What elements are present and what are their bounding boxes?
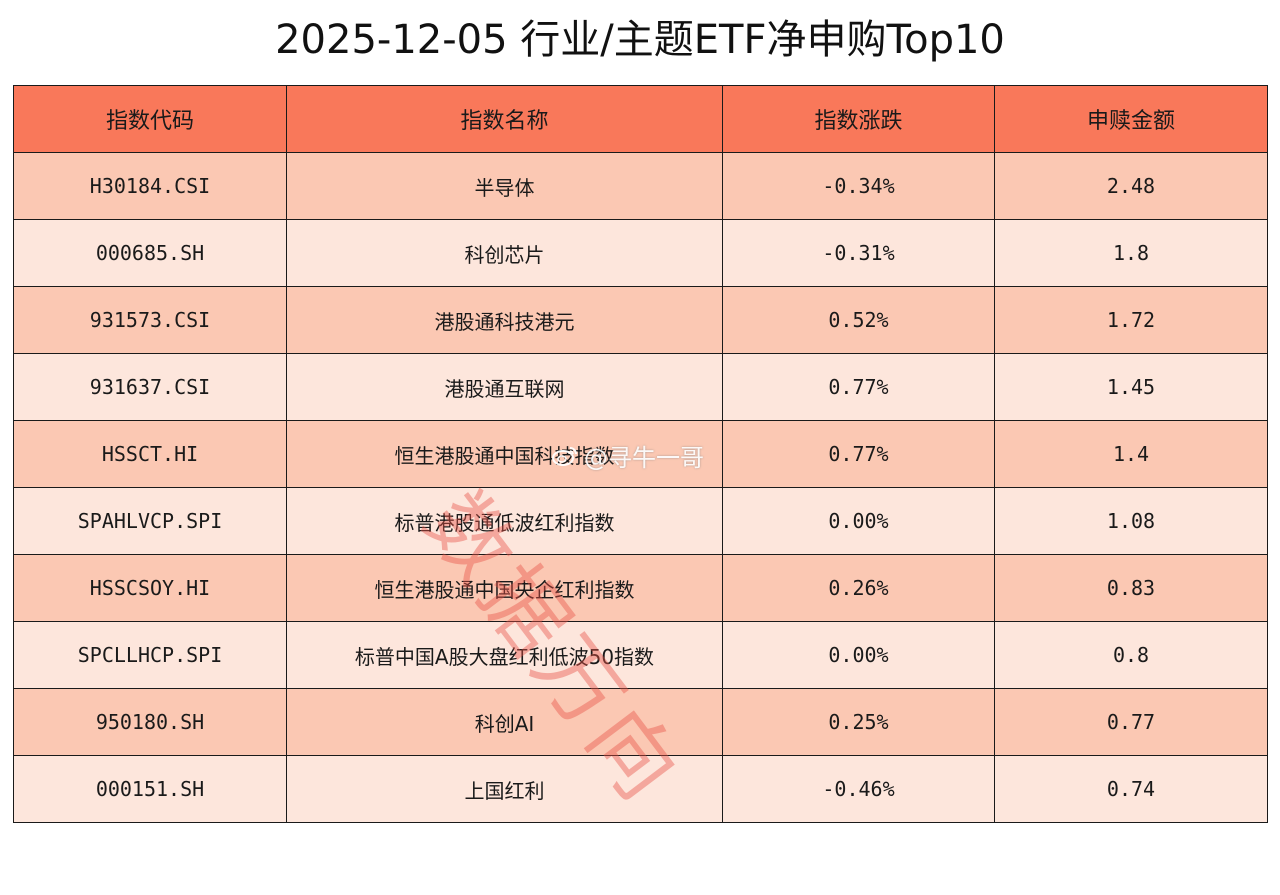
cell-amount: 0.83 — [994, 554, 1268, 622]
table-row: SPCLLHCP.SPI 标普中国A股大盘红利低波50指数 0.00% 0.8 — [13, 621, 1268, 689]
cell-amount: 1.4 — [994, 420, 1268, 488]
cell-amount: 1.45 — [994, 353, 1268, 421]
cell-index-code: SPCLLHCP.SPI — [13, 621, 287, 689]
cell-index-name: 标普中国A股大盘红利低波50指数 — [286, 621, 723, 689]
cell-index-code: 931637.CSI — [13, 353, 287, 421]
page-title: 2025-12-05 行业/主题ETF净申购Top10 — [275, 17, 1005, 63]
cell-amount: 0.8 — [994, 621, 1268, 689]
cell-index-change: -0.46% — [722, 755, 995, 823]
cell-index-code: HSSCSOY.HI — [13, 554, 287, 622]
cell-index-code: 950180.SH — [13, 688, 287, 756]
cell-index-code: HSSCT.HI — [13, 420, 287, 488]
cell-index-code: 000151.SH — [13, 755, 287, 823]
table-row: 931573.CSI 港股通科技港元 0.52% 1.72 — [13, 286, 1268, 354]
table-row: 931637.CSI 港股通互联网 0.77% 1.45 — [13, 353, 1268, 421]
header-index-change: 指数涨跌 — [722, 85, 995, 153]
cell-index-code: H30184.CSI — [13, 152, 287, 220]
table-row: HSSCT.HI 恒生港股通中国科技指数 0.77% 1.4 — [13, 420, 1268, 488]
cell-index-change: 0.00% — [722, 487, 995, 555]
cell-index-change: 0.52% — [722, 286, 995, 354]
cell-index-name: 上国红利 — [286, 755, 723, 823]
table-row: 000151.SH 上国红利 -0.46% 0.74 — [13, 755, 1268, 823]
cell-index-code: 000685.SH — [13, 219, 287, 287]
table-row: HSSCSOY.HI 恒生港股通中国央企红利指数 0.26% 0.83 — [13, 554, 1268, 622]
cell-amount: 0.74 — [994, 755, 1268, 823]
cell-index-change: -0.34% — [722, 152, 995, 220]
cell-index-name: 恒生港股通中国央企红利指数 — [286, 554, 723, 622]
cell-index-name: 标普港股通低波红利指数 — [286, 487, 723, 555]
cell-index-code: 931573.CSI — [13, 286, 287, 354]
cell-amount: 1.08 — [994, 487, 1268, 555]
header-subscription-amount: 申赎金额 — [994, 85, 1268, 153]
cell-index-name: 半导体 — [286, 152, 723, 220]
table-row: 000685.SH 科创芯片 -0.31% 1.8 — [13, 219, 1268, 287]
cell-index-change: 0.26% — [722, 554, 995, 622]
cell-index-code: SPAHLVCP.SPI — [13, 487, 287, 555]
cell-amount: 0.77 — [994, 688, 1268, 756]
header-index-code: 指数代码 — [13, 85, 287, 153]
cell-amount: 2.48 — [994, 152, 1268, 220]
cell-amount: 1.72 — [994, 286, 1268, 354]
cell-index-name: 港股通科技港元 — [286, 286, 723, 354]
cell-index-change: 0.25% — [722, 688, 995, 756]
cell-index-name: 恒生港股通中国科技指数 — [286, 420, 723, 488]
table-header-row: 指数代码 指数名称 指数涨跌 申赎金额 — [13, 85, 1268, 153]
cell-index-change: 0.77% — [722, 420, 995, 488]
cell-index-name: 科创芯片 — [286, 219, 723, 287]
table-row: H30184.CSI 半导体 -0.34% 2.48 — [13, 152, 1268, 220]
etf-net-subscription-table: 指数代码 指数名称 指数涨跌 申赎金额 H30184.CSI 半导体 -0.34… — [13, 85, 1268, 823]
table-row: 950180.SH 科创AI 0.25% 0.77 — [13, 688, 1268, 756]
cell-index-change: 0.77% — [722, 353, 995, 421]
table-row: SPAHLVCP.SPI 标普港股通低波红利指数 0.00% 1.08 — [13, 487, 1268, 555]
cell-index-change: -0.31% — [722, 219, 995, 287]
header-index-name: 指数名称 — [286, 85, 723, 153]
cell-amount: 1.8 — [994, 219, 1268, 287]
cell-index-change: 0.00% — [722, 621, 995, 689]
cell-index-name: 港股通互联网 — [286, 353, 723, 421]
cell-index-name: 科创AI — [286, 688, 723, 756]
